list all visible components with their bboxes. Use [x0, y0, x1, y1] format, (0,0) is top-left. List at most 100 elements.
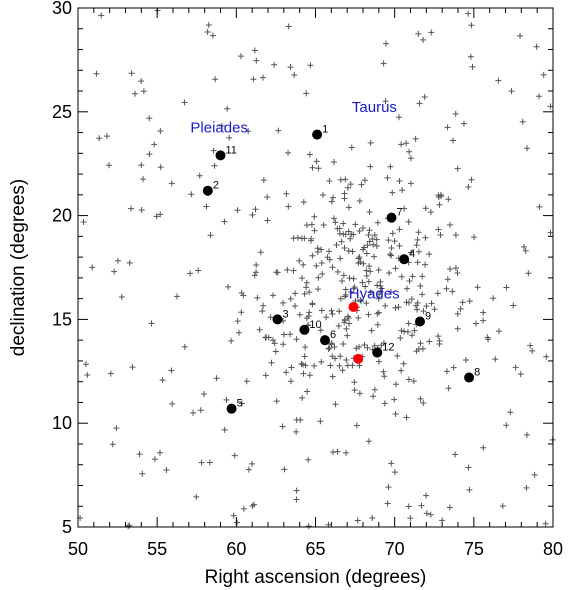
star-marker: [350, 275, 357, 282]
star-marker: [344, 313, 351, 320]
star-marker: [366, 263, 373, 270]
star-marker: [297, 416, 304, 423]
star-marker: [305, 456, 312, 463]
star-marker: [524, 145, 531, 152]
star-marker: [347, 289, 354, 296]
labeled-star-point: [464, 372, 475, 383]
star-marker: [156, 449, 163, 456]
x-tick-label: 55: [147, 539, 167, 559]
star-marker: [307, 62, 314, 69]
star-marker: [262, 372, 269, 379]
star-marker: [306, 372, 313, 379]
star-marker: [326, 178, 333, 185]
star-marker: [468, 176, 475, 183]
star-marker: [411, 327, 418, 334]
star-marker: [407, 180, 414, 187]
star-marker: [413, 242, 420, 249]
star-marker: [414, 236, 421, 243]
labeled-star-point: [312, 129, 323, 140]
star-marker: [447, 221, 454, 228]
star-marker: [305, 313, 312, 320]
star-marker: [408, 296, 415, 303]
star-marker: [412, 135, 419, 142]
star-marker: [423, 510, 430, 517]
star-marker: [406, 148, 413, 155]
star-marker: [82, 361, 89, 368]
star-marker: [525, 270, 532, 277]
star-marker: [234, 519, 241, 526]
labeled-star-point: [226, 403, 237, 414]
star-marker: [315, 274, 322, 281]
star-marker: [345, 204, 352, 211]
star-marker: [364, 344, 371, 351]
star-marker: [419, 291, 426, 298]
x-tick-label: 60: [226, 539, 246, 559]
star-marker: [329, 373, 336, 380]
star-marker: [223, 396, 230, 403]
star-marker: [209, 32, 216, 39]
star-marker: [499, 503, 506, 510]
star-marker: [328, 198, 335, 205]
star-marker: [521, 243, 528, 250]
star-marker: [331, 343, 338, 350]
star-marker: [426, 338, 433, 345]
star-marker: [346, 320, 353, 327]
star-marker: [303, 222, 310, 229]
star-marker: [385, 237, 392, 244]
star-marker: [125, 523, 132, 530]
star-marker: [465, 184, 472, 191]
star-marker: [206, 459, 213, 466]
star-marker: [445, 196, 452, 203]
star-marker: [522, 247, 529, 254]
star-marker: [459, 299, 466, 306]
star-marker: [454, 310, 461, 317]
star-marker: [329, 310, 336, 317]
star-marker: [519, 118, 526, 125]
x-axis-label: Right ascension (degrees): [205, 567, 427, 588]
star-marker: [294, 234, 301, 241]
star-marker: [262, 334, 269, 341]
star-marker: [427, 511, 434, 518]
star-marker: [428, 300, 435, 307]
star-marker: [340, 341, 347, 348]
star-marker: [129, 364, 136, 371]
star-marker: [213, 375, 220, 382]
star-marker: [218, 122, 225, 129]
labeled-star-point: [215, 150, 226, 161]
star-marker: [380, 340, 387, 347]
star-marker: [517, 32, 524, 39]
star-marker: [367, 289, 374, 296]
star-marker: [311, 213, 318, 220]
star-marker: [414, 306, 421, 313]
star-marker: [311, 362, 318, 369]
star-marker: [416, 100, 423, 107]
star-marker: [300, 370, 307, 377]
star-marker: [409, 332, 416, 339]
star-marker: [510, 302, 517, 309]
star-marker: [337, 353, 344, 360]
star-marker: [452, 265, 459, 272]
star-marker: [163, 466, 170, 473]
star-marker: [363, 272, 370, 279]
star-marker: [157, 211, 164, 218]
star-marker: [362, 283, 369, 290]
star-marker: [168, 367, 175, 374]
star-marker: [302, 362, 309, 369]
star-marker: [388, 252, 395, 259]
star-marker: [374, 219, 381, 226]
star-marker: [371, 386, 378, 393]
star-marker: [315, 165, 322, 172]
star-marker: [388, 460, 395, 467]
star-marker: [329, 353, 336, 360]
star-marker: [389, 189, 396, 196]
star-marker: [496, 328, 503, 335]
star-marker: [363, 300, 370, 307]
star-marker: [356, 198, 363, 205]
star-marker: [157, 164, 164, 171]
star-marker: [269, 292, 276, 299]
star-marker: [344, 332, 351, 339]
star-marker: [347, 181, 354, 188]
star-marker: [299, 394, 306, 401]
